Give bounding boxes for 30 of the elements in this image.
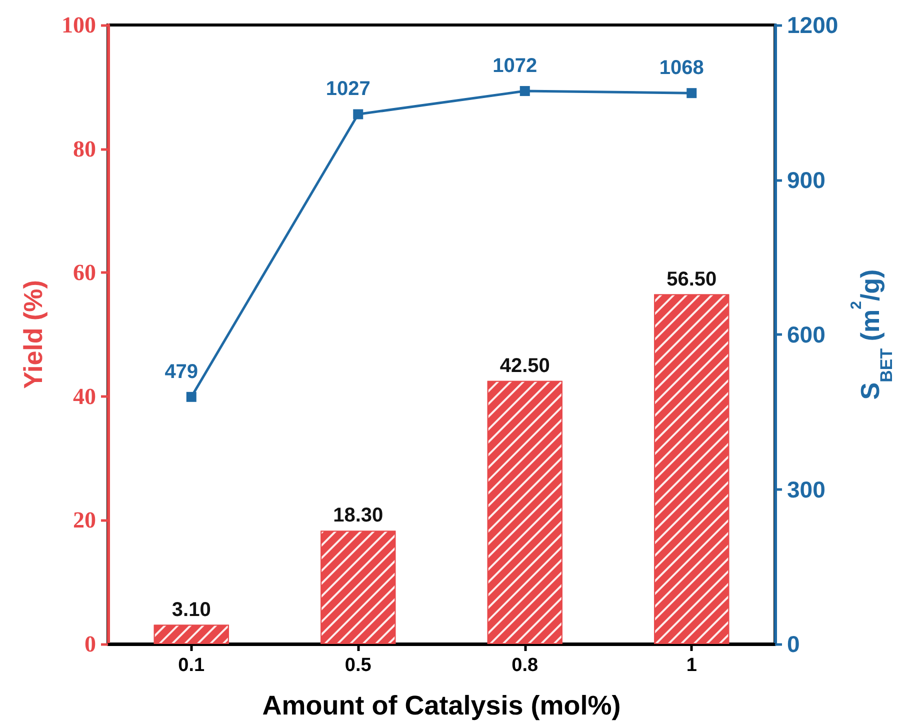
- x-tick-label: 1: [686, 655, 698, 676]
- x-tick-label: 0.8: [512, 655, 538, 676]
- data-label: 56.50: [666, 268, 717, 290]
- y-tick-label: 100: [62, 12, 96, 38]
- y2-tick-label: 900: [787, 166, 826, 193]
- data-label: 479: [164, 360, 198, 383]
- x-tick-label: 0.5: [344, 655, 372, 676]
- y-tick-label: 0: [84, 632, 96, 656]
- data-label: 3.10: [172, 598, 211, 621]
- point: [186, 392, 196, 402]
- data-label: 1072: [492, 55, 538, 78]
- data-label: 1068: [659, 57, 704, 80]
- point: [686, 88, 697, 98]
- x-tick-label: 0.1: [178, 655, 206, 676]
- point: [353, 109, 364, 120]
- y-tick-label: 40: [73, 384, 96, 409]
- y-tick-label: 80: [73, 136, 96, 162]
- y2-tick-label: 1200: [787, 12, 838, 38]
- y2-tick-label: 600: [787, 322, 826, 348]
- point: [520, 86, 530, 96]
- y2-tick-label: 300: [787, 476, 826, 502]
- y-axis-title: Yield (%): [18, 280, 48, 389]
- data-label: 42.50: [500, 354, 550, 377]
- x-axis-title: Amount of Catalysis (mol%): [262, 690, 621, 720]
- y2-axis-title: SBET (m2/g): [848, 269, 896, 400]
- y-tick-label: 60: [73, 260, 96, 286]
- data-label: 18.30: [333, 504, 384, 527]
- data-label: 1027: [326, 78, 370, 100]
- y2-tick-label: 0: [787, 631, 800, 657]
- y-tick-label: 20: [73, 508, 96, 533]
